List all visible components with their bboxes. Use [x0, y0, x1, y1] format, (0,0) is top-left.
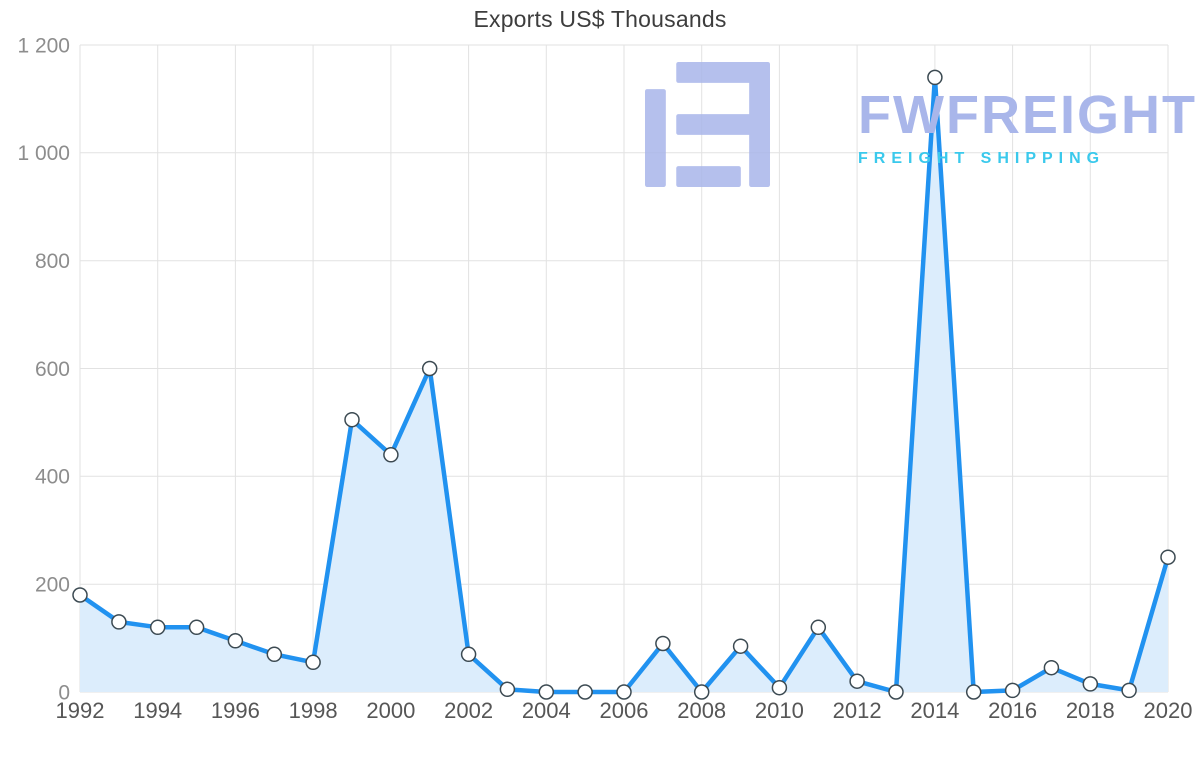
chart-title: Exports US$ Thousands [473, 6, 727, 32]
data-point[interactable] [1121, 682, 1137, 699]
data-point[interactable] [305, 654, 321, 671]
y-axis-tick-label: 1 000 [17, 142, 70, 165]
y-axis-tick-label: 600 [35, 358, 70, 381]
data-point[interactable] [421, 360, 438, 377]
series-area-fill [80, 77, 1168, 692]
data-point[interactable] [849, 673, 865, 689]
data-point[interactable] [460, 646, 477, 663]
y-axis-tick-label: 200 [35, 574, 70, 597]
y-axis-tick-label: 0 [58, 681, 70, 704]
x-axis-tick-label: 1996 [211, 698, 260, 723]
data-point[interactable] [693, 684, 710, 700]
data-point[interactable] [1004, 682, 1021, 699]
x-axis-tick-label: 1998 [289, 698, 338, 723]
x-axis-tick-label: 2006 [600, 698, 649, 723]
x-axis-tick-label: 2020 [1144, 698, 1193, 723]
data-point[interactable] [1160, 549, 1176, 565]
x-axis-tick-label: 2000 [366, 698, 415, 723]
data-point[interactable] [965, 684, 982, 700]
data-point[interactable] [616, 684, 632, 700]
y-axis-tick-label: 800 [35, 250, 70, 273]
data-point[interactable] [577, 684, 593, 700]
x-axis-tick-label: 2002 [444, 698, 493, 723]
x-axis-tick-label: 2012 [833, 698, 882, 723]
data-point[interactable] [927, 69, 943, 86]
data-point[interactable] [888, 684, 904, 700]
x-axis-tick-label: 2008 [677, 698, 726, 723]
data-point[interactable] [499, 681, 516, 698]
data-point[interactable] [344, 411, 360, 428]
y-axis-tick-label: 400 [35, 466, 70, 489]
x-axis-tick-label: 2014 [910, 698, 959, 723]
data-point[interactable] [383, 447, 399, 463]
data-point[interactable] [266, 646, 283, 663]
data-point[interactable] [732, 638, 749, 654]
data-point[interactable] [1043, 659, 1060, 676]
y-axis-tick-label: 1 200 [17, 34, 70, 57]
data-point[interactable] [655, 635, 671, 652]
data-point[interactable] [149, 619, 166, 636]
x-axis-tick-label: 2016 [988, 698, 1037, 723]
data-point[interactable] [111, 614, 127, 630]
data-point[interactable] [771, 679, 788, 696]
data-point[interactable] [227, 633, 244, 649]
x-axis-tick-label: 2010 [755, 698, 804, 723]
x-axis-tick-label: 1992 [56, 698, 105, 723]
data-point[interactable] [188, 619, 205, 636]
x-axis-tick-label: 2004 [522, 698, 571, 723]
x-axis-tick-label: 1994 [133, 698, 182, 723]
x-axis-tick-label: 2018 [1066, 698, 1115, 723]
data-point[interactable] [538, 684, 555, 700]
data-point[interactable] [72, 587, 88, 603]
data-point[interactable] [1082, 676, 1099, 692]
data-point[interactable] [810, 619, 827, 636]
